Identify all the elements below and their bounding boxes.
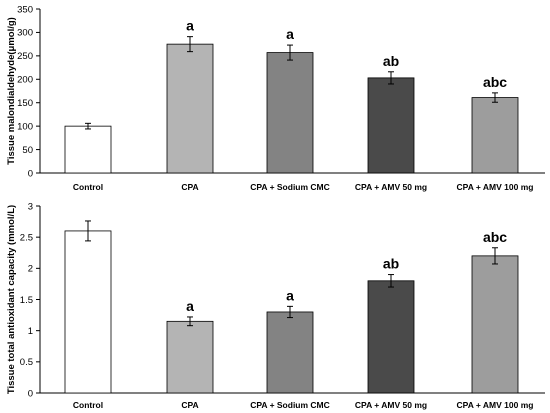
significance-label: ab xyxy=(383,53,399,69)
y-tick-label: 1.5 xyxy=(20,295,33,306)
category-label: CPA + AMV 50 mg xyxy=(355,182,427,192)
y-tick-label: 200 xyxy=(17,75,33,86)
bar xyxy=(64,125,112,174)
bar xyxy=(471,97,519,174)
bar xyxy=(64,230,112,394)
category-label: CPA xyxy=(181,400,198,410)
bar xyxy=(266,52,314,174)
y-tick-label: 2 xyxy=(28,264,33,275)
category-label: CPA + AMV 50 mg xyxy=(355,400,427,410)
significance-label: a xyxy=(286,287,294,303)
y-tick-label: 150 xyxy=(17,98,33,109)
category-label: Control xyxy=(73,400,103,410)
significance-label: ab xyxy=(383,256,399,272)
bar xyxy=(367,280,415,394)
y-tick-label: 0.5 xyxy=(20,357,33,368)
y-tick-label: 300 xyxy=(17,28,33,39)
y-axis-label: Tissue malondialdehyde(μmol/g) xyxy=(6,17,17,165)
y-tick-label: 50 xyxy=(22,145,33,156)
y-tick-label: 250 xyxy=(17,51,33,62)
significance-label: a xyxy=(286,26,294,42)
y-tick-label: 350 xyxy=(17,4,33,15)
bar xyxy=(471,255,519,394)
category-label: CPA + Sodium CMC xyxy=(250,400,330,410)
bar xyxy=(266,311,314,394)
y-tick-label: 0 xyxy=(28,168,33,179)
category-label: CPA + Sodium CMC xyxy=(250,182,330,192)
y-tick-label: 3 xyxy=(28,201,33,212)
category-label: Control xyxy=(73,182,103,192)
significance-label: abc xyxy=(483,74,507,90)
significance-label: a xyxy=(186,298,194,314)
bar xyxy=(367,77,415,174)
bar xyxy=(166,320,214,394)
y-tick-label: 1 xyxy=(28,326,33,337)
y-tick-label: 0 xyxy=(28,388,33,399)
y-axis-label: Tissue total antioxidant capacity (mmol/… xyxy=(6,205,17,394)
significance-label: abc xyxy=(483,229,507,245)
category-label: CPA + AMV 100 mg xyxy=(457,400,534,410)
significance-label: a xyxy=(186,18,194,34)
category-label: CPA xyxy=(181,182,198,192)
category-label: CPA + AMV 100 mg xyxy=(457,182,534,192)
bar xyxy=(166,43,214,174)
antioxidant-capacity-chart: 0 0.5 1 1.5 2 2.5 3 Tissue total antioxidant ca… xyxy=(6,201,545,410)
y-tick-label: 100 xyxy=(17,121,33,132)
y-tick-label: 2.5 xyxy=(20,232,33,243)
